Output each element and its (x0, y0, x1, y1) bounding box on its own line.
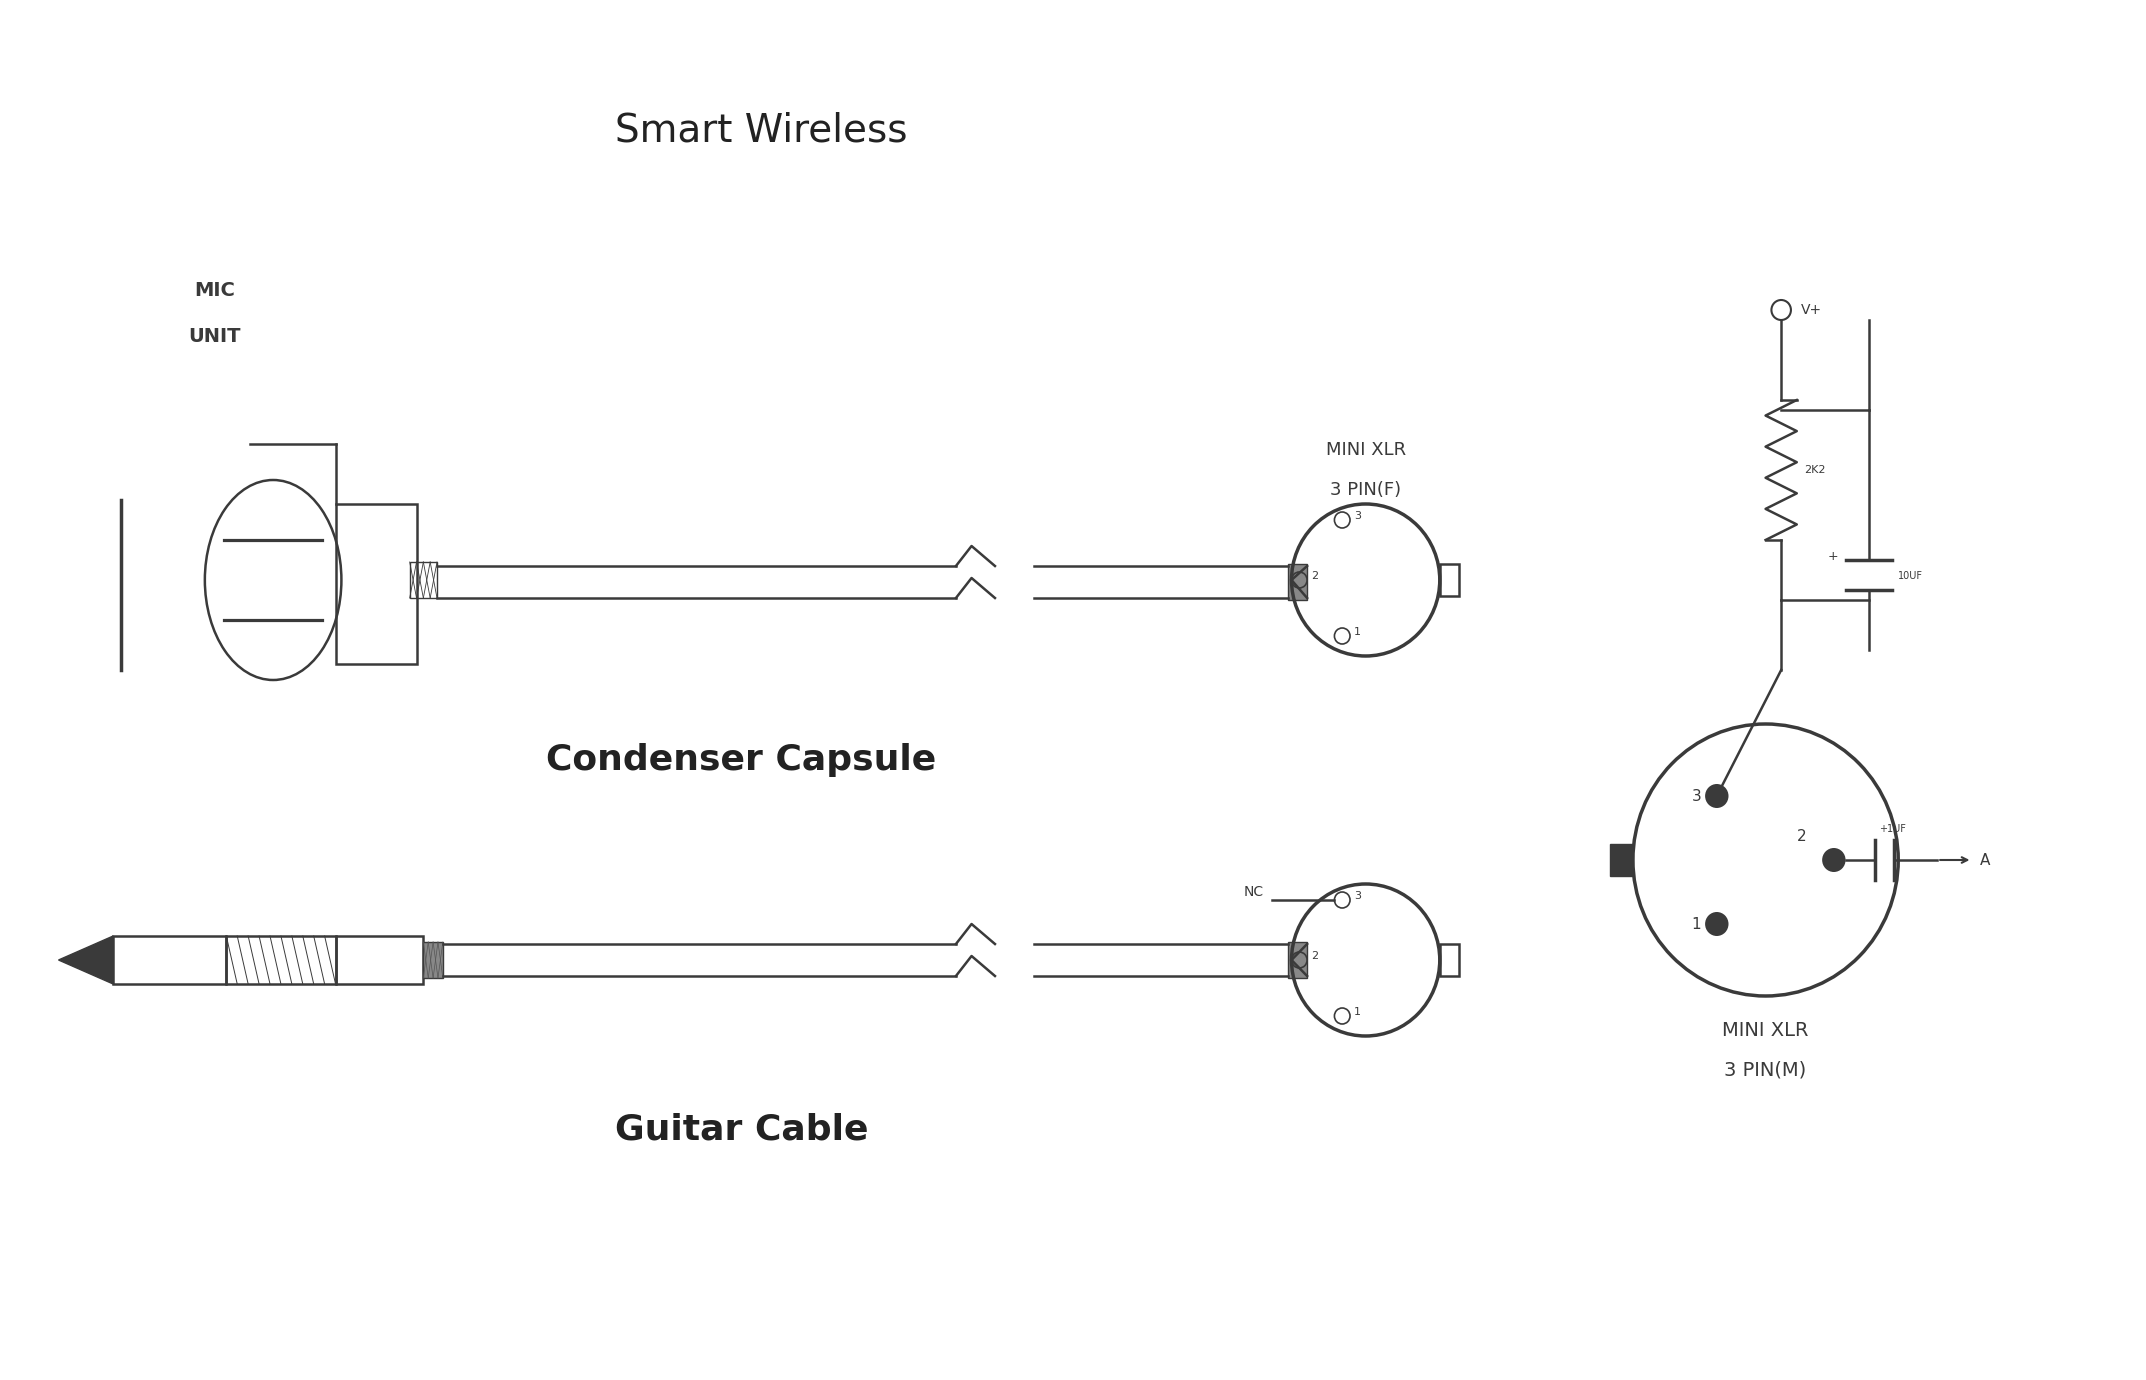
Text: UNIT: UNIT (189, 327, 240, 345)
Circle shape (1706, 784, 1728, 809)
Polygon shape (58, 936, 114, 984)
Text: +1UF: +1UF (1878, 824, 1906, 834)
Bar (1288, 564, 1307, 600)
Circle shape (1822, 847, 1846, 872)
Bar (423, 943, 442, 978)
Text: 3: 3 (1691, 788, 1702, 803)
Bar (1288, 943, 1307, 978)
Text: 10UF: 10UF (1899, 571, 1923, 581)
Bar (225, 936, 335, 984)
Text: V+: V+ (1800, 304, 1822, 317)
Bar (410, 562, 438, 598)
Text: 2: 2 (1311, 951, 1318, 960)
Text: 1: 1 (1691, 916, 1702, 932)
Bar (335, 936, 423, 984)
Text: MINI XLR: MINI XLR (1723, 1020, 1809, 1039)
Text: MIC: MIC (193, 280, 236, 299)
Bar (1440, 564, 1459, 596)
Text: A: A (1981, 853, 1991, 868)
Text: 3: 3 (1354, 891, 1361, 901)
Text: Guitar Cable: Guitar Cable (614, 1114, 869, 1147)
Text: 3: 3 (1354, 511, 1361, 522)
Text: 1: 1 (1354, 1007, 1361, 1017)
Text: MINI XLR: MINI XLR (1326, 442, 1406, 460)
Bar (114, 936, 225, 984)
Text: 1: 1 (1354, 627, 1361, 638)
Text: Condenser Capsule: Condenser Capsule (547, 742, 936, 777)
Circle shape (1706, 912, 1728, 936)
Bar (1610, 845, 1633, 876)
Text: 3 PIN(M): 3 PIN(M) (1725, 1060, 1807, 1079)
Text: +: + (1826, 549, 1837, 563)
Text: 3 PIN(F): 3 PIN(F) (1331, 482, 1401, 500)
Text: 2: 2 (1311, 571, 1318, 581)
Bar (335, 504, 418, 664)
Bar (1440, 944, 1459, 976)
Text: 2K2: 2K2 (1805, 465, 1826, 475)
Text: 2: 2 (1796, 828, 1807, 843)
Text: NC: NC (1245, 885, 1264, 898)
Text: Smart Wireless: Smart Wireless (614, 110, 908, 149)
